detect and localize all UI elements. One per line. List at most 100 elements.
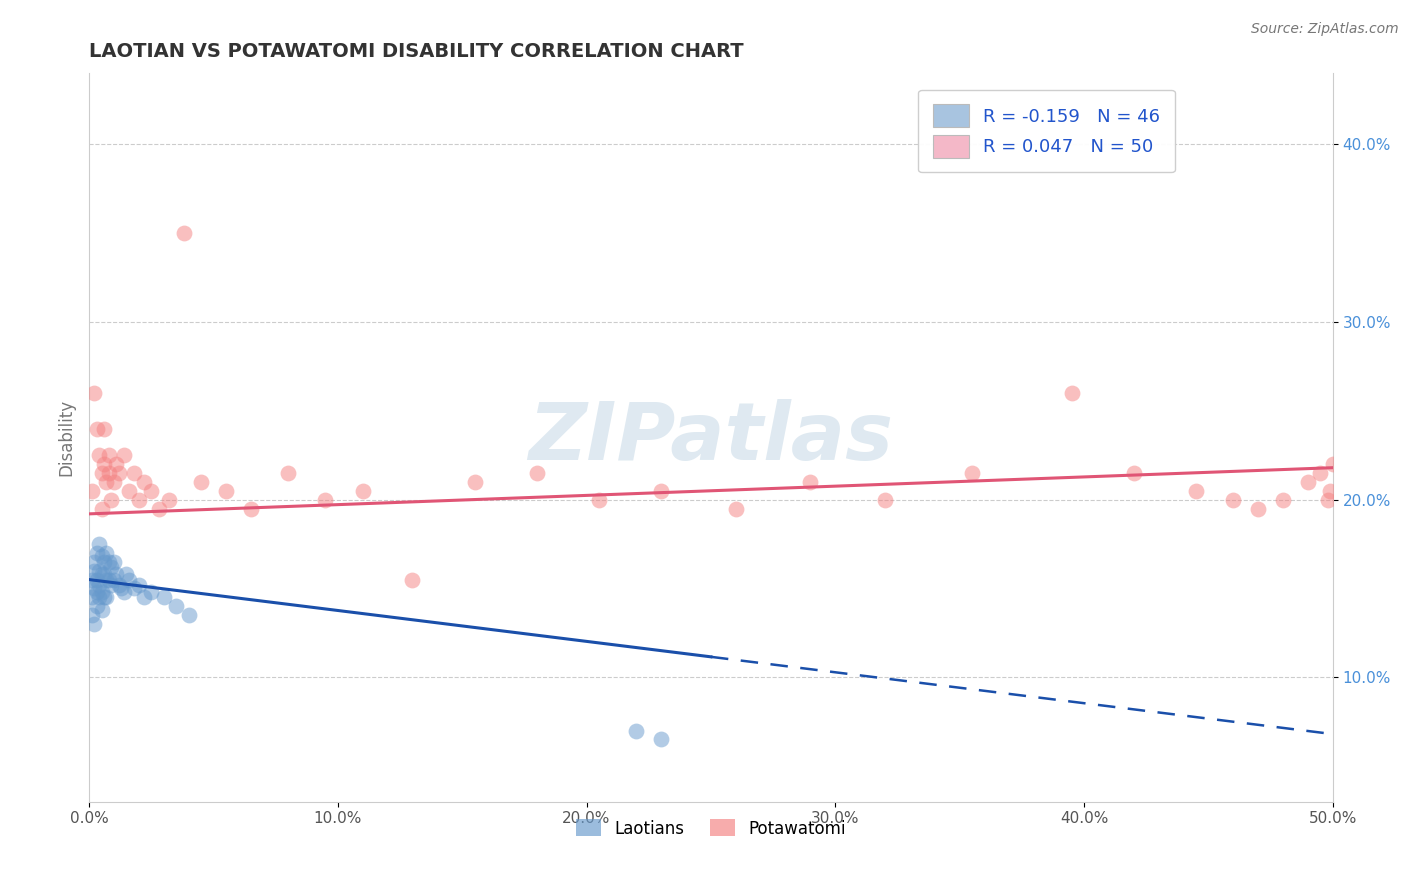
Point (80, 608, 103, 623)
Point (108, 466, 131, 480)
Point (141, 585, 163, 599)
Y-axis label: Disability: Disability (58, 399, 75, 476)
Point (93, 591, 115, 605)
Point (1060, 386, 1083, 401)
Point (96, 573, 118, 587)
Point (112, 585, 135, 599)
Point (90, 585, 112, 599)
Point (165, 599, 187, 614)
Point (277, 466, 299, 480)
Point (80, 591, 103, 605)
Point (93, 555, 115, 569)
Point (80, 573, 103, 587)
Point (1309, 466, 1331, 480)
Point (83, 386, 105, 401)
Point (118, 483, 141, 498)
Point (86, 422, 108, 436)
Point (352, 483, 374, 498)
Point (86, 546, 108, 560)
Point (96, 546, 118, 560)
Point (80, 483, 103, 498)
Point (98, 573, 121, 587)
Point (1122, 466, 1144, 480)
Point (96, 591, 118, 605)
Point (93, 457, 115, 471)
Point (177, 608, 200, 623)
Point (464, 475, 486, 489)
Point (724, 501, 747, 516)
Point (122, 582, 145, 596)
Point (93, 422, 115, 436)
Point (87, 537, 110, 551)
Point (103, 555, 125, 569)
Point (148, 501, 170, 516)
Text: LAOTIAN VS POTAWATOMI DISABILITY CORRELATION CHART: LAOTIAN VS POTAWATOMI DISABILITY CORRELA… (89, 42, 744, 61)
Point (100, 492, 122, 507)
Point (314, 492, 336, 507)
Point (83, 564, 105, 578)
Point (190, 475, 212, 489)
Point (1185, 483, 1208, 498)
Point (128, 492, 150, 507)
Point (215, 483, 238, 498)
Text: Source: ZipAtlas.com: Source: ZipAtlas.com (1251, 22, 1399, 37)
Point (1319, 483, 1341, 498)
Point (118, 573, 141, 587)
Point (626, 723, 648, 738)
Point (86, 599, 108, 614)
Point (173, 227, 195, 241)
Point (86, 573, 108, 587)
Point (108, 578, 131, 592)
Point (90, 603, 112, 617)
Point (87, 578, 110, 592)
Point (110, 582, 132, 596)
Point (157, 492, 180, 507)
Point (1296, 475, 1319, 489)
Point (526, 466, 548, 480)
Point (100, 560, 122, 574)
Point (90, 466, 112, 480)
Point (87, 591, 110, 605)
Point (1272, 492, 1295, 507)
Point (128, 578, 150, 592)
Point (87, 448, 110, 462)
Point (873, 492, 896, 507)
Point (960, 466, 983, 480)
Point (115, 567, 138, 582)
Legend: Laotians, Potawatomi: Laotians, Potawatomi (569, 813, 852, 844)
Point (112, 448, 135, 462)
Point (105, 457, 128, 471)
Point (83, 582, 105, 596)
Point (132, 475, 155, 489)
Point (1247, 501, 1270, 516)
Point (90, 501, 112, 516)
Point (87, 564, 110, 578)
Text: ZIPatlas: ZIPatlas (529, 399, 893, 476)
Point (650, 732, 672, 747)
Point (1322, 457, 1344, 471)
Point (401, 573, 423, 587)
Point (122, 466, 145, 480)
Point (83, 555, 105, 569)
Point (132, 591, 155, 605)
Point (86, 585, 108, 599)
Point (105, 567, 128, 582)
Point (799, 475, 821, 489)
Point (90, 549, 112, 564)
Point (239, 501, 262, 516)
Point (103, 475, 125, 489)
Point (100, 578, 122, 592)
Point (141, 483, 163, 498)
Point (90, 567, 112, 582)
Point (98, 466, 121, 480)
Point (103, 573, 125, 587)
Point (83, 617, 105, 632)
Point (1222, 492, 1244, 507)
Point (98, 448, 121, 462)
Point (93, 567, 115, 582)
Point (650, 483, 672, 498)
Point (98, 555, 121, 569)
Point (152, 591, 174, 605)
Point (1316, 492, 1339, 507)
Point (588, 492, 610, 507)
